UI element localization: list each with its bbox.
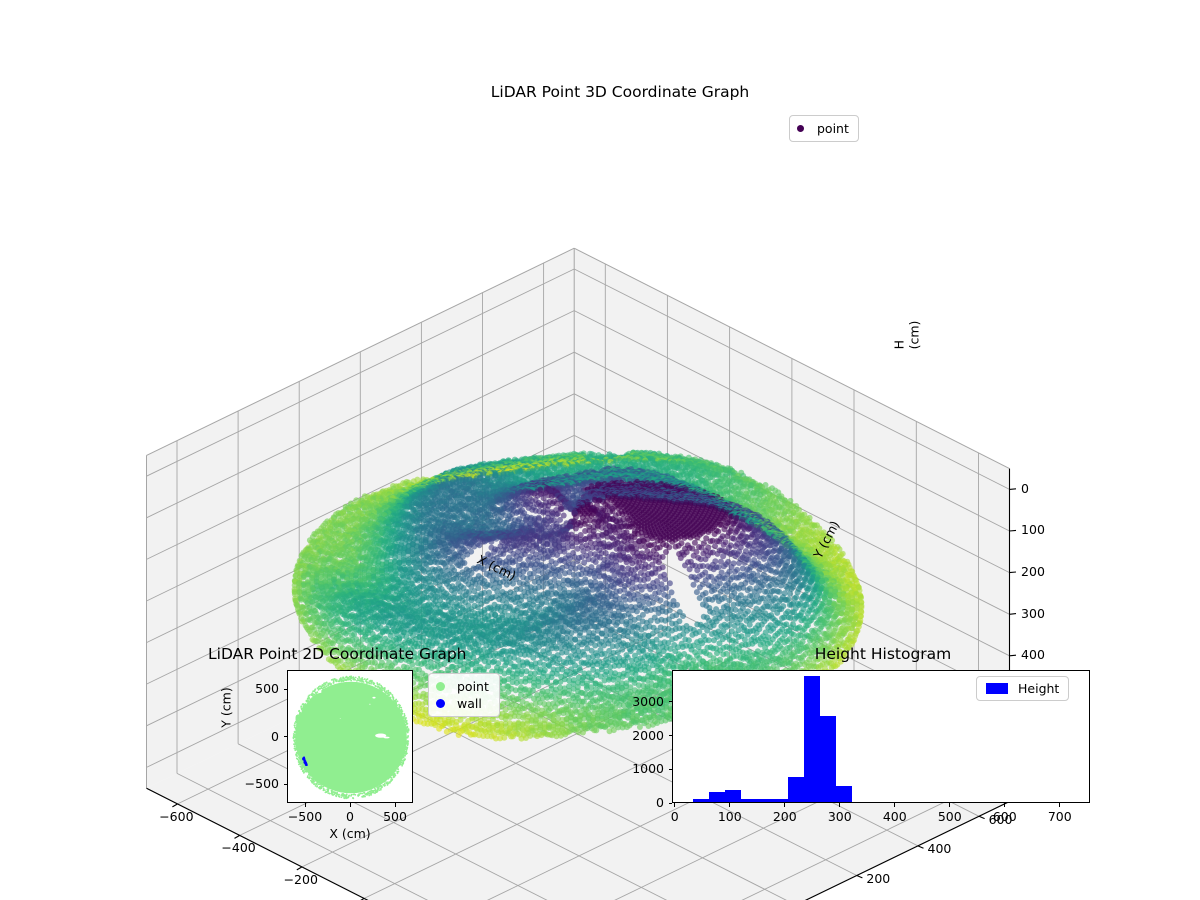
- plot2d-xtick-mark: [349, 803, 351, 807]
- histogram-bar: [835, 786, 852, 802]
- histogram-xtick-label: 100: [717, 809, 742, 824]
- histogram-xtick-label: 300: [827, 809, 852, 824]
- histogram-ytick-label: 2000: [632, 727, 664, 743]
- histogram-ytick-mark: [668, 768, 672, 770]
- histogram-ytick-label: 1000: [632, 761, 664, 777]
- plot3d-tick-label: 0: [1021, 480, 1029, 496]
- plot3d-zaxis-label: H (cm): [891, 320, 922, 350]
- height-swatch-icon: [986, 683, 1008, 694]
- plot3d-tick-label: 400: [1021, 647, 1045, 663]
- plot3d-legend[interactable]: point: [789, 115, 859, 142]
- histogram-xtick-label: 400: [882, 809, 907, 824]
- histogram-xtick-label: 500: [937, 809, 962, 824]
- plot3d-tick-label: 200: [1021, 564, 1045, 580]
- plot3d-legend-label-point: point: [817, 121, 849, 136]
- histogram-xtick-mark: [1004, 803, 1006, 807]
- plot3d-tick-label: 600: [988, 811, 1013, 827]
- histogram-xtick-mark: [674, 803, 676, 807]
- plot3d-tick-label: 100: [1021, 522, 1045, 538]
- plot3d-canvas: [146, 247, 1017, 900]
- plot2d-ytick-mark: [283, 688, 287, 690]
- histogram-ytick-mark: [668, 701, 672, 703]
- plot2d-xaxis-label: X (cm): [329, 826, 371, 841]
- histogram-bar: [756, 799, 773, 802]
- plot2d-title: LiDAR Point 2D Coordinate Graph: [208, 645, 467, 663]
- histogram-xtick-mark: [894, 803, 896, 807]
- histogram-xtick-label: 600: [992, 809, 1017, 824]
- plot3d-tick-label: −200: [283, 871, 318, 887]
- plot2d-ytick-mark: [283, 736, 287, 737]
- plot2d-legend-entry-wall[interactable]: wall: [436, 695, 489, 712]
- plot2d-legend-label-wall: wall: [457, 696, 482, 711]
- plot2d-xtick-label: 0: [346, 809, 354, 824]
- plot2d-xtick-mark: [394, 803, 396, 807]
- plot3d-axes[interactable]: −600−400−2000200400600−600−400−200020040…: [146, 140, 1045, 900]
- histogram-bar: [820, 715, 836, 802]
- histogram-bars: [673, 671, 1089, 802]
- plot2d-xtick-mark: [304, 803, 306, 807]
- histogram-xtick-mark: [1059, 803, 1061, 807]
- plot3d-tick-label: −600: [159, 808, 194, 824]
- histogram-bar: [709, 792, 726, 802]
- histogram-bar: [693, 799, 710, 802]
- plot3d-tick-label: 300: [1021, 605, 1045, 621]
- plot2d-legend-entry-point[interactable]: point: [436, 678, 489, 695]
- histogram-xtick-mark: [949, 803, 951, 807]
- histogram-legend[interactable]: Height: [976, 676, 1070, 701]
- histogram-xtick-mark: [729, 803, 731, 807]
- histogram-bar: [804, 675, 821, 802]
- plot2d-legend[interactable]: point wall: [428, 673, 500, 717]
- point-marker-icon: [797, 125, 804, 132]
- plot3d-tick-label: −400: [221, 840, 256, 856]
- histogram-xtick-label: 0: [670, 809, 679, 824]
- histogram-ytick-mark: [668, 735, 672, 737]
- plot2d-ytick-label: 500: [255, 681, 279, 696]
- histogram-xtick-mark: [839, 803, 841, 807]
- point-marker-icon: [436, 682, 445, 691]
- plot3d-title: LiDAR Point 3D Coordinate Graph: [490, 83, 750, 101]
- plot2d-canvas: [292, 671, 410, 800]
- plot2d-ytick-label: −500: [244, 776, 279, 791]
- histogram-xtick-mark: [784, 803, 786, 807]
- histogram-ytick-label: 0: [656, 795, 664, 810]
- histogram-legend-label-height: Height: [1018, 681, 1060, 696]
- plot3d-tick-label: 400: [927, 841, 952, 857]
- histogram-ytick-label: 3000: [632, 693, 664, 709]
- histogram-title: Height Histogram: [814, 645, 952, 663]
- wall-marker-icon: [436, 699, 445, 708]
- plot2d-axes[interactable]: [287, 670, 413, 803]
- histogram-bar: [725, 790, 741, 802]
- histogram-ytick-mark: [668, 802, 672, 804]
- plot2d-ytick-mark: [283, 783, 287, 785]
- histogram-xtick-label: 200: [772, 809, 797, 824]
- histogram-bar: [788, 777, 805, 802]
- plot2d-xtick-label: 500: [383, 809, 407, 824]
- histogram-bar: [772, 799, 789, 802]
- plot2d-xtick-label: −500: [287, 809, 323, 824]
- plot3d-tick-label: 200: [866, 870, 891, 886]
- plot2d-legend-label-point: point: [457, 679, 489, 694]
- histogram-bar: [740, 799, 757, 802]
- histogram-xtick-label: 700: [1047, 809, 1072, 824]
- plot2d-ytick-label: 0: [271, 728, 279, 744]
